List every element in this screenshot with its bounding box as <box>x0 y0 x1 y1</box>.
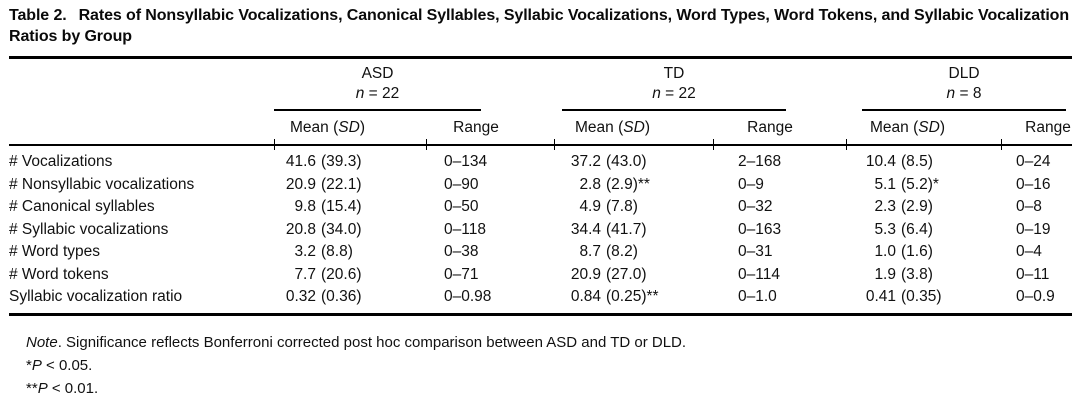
column-header-spacer <box>9 111 274 146</box>
column-header-td-mean: Mean (SD) <box>553 111 713 150</box>
row-label: # Word tokens <box>9 265 109 283</box>
group-name-dld: DLD <box>948 65 980 82</box>
cell-dld-range: 0–11 <box>1016 265 1050 283</box>
cell-td-mean: 2.8 (2.9)** <box>579 175 650 193</box>
cell-dld-mean: 10.4 (8.5) <box>865 153 933 170</box>
cell-td-mean: 34.4 (41.7) <box>570 220 647 238</box>
column-header-asd-mean: Mean (SD) <box>273 111 426 150</box>
cell-dld-range: 0–4 <box>1016 243 1042 260</box>
row-label: # Vocalizations <box>9 153 113 170</box>
column-header-dld-range: Range <box>1000 111 1073 150</box>
cell-dld-mean: 5.1 (5.2)* <box>874 175 939 193</box>
table-number: Table 2. <box>9 7 67 24</box>
cell-dld-mean: 1.0 (1.6) <box>874 243 933 260</box>
cell-dld-range: 0–19 <box>1016 220 1051 238</box>
cell-asd-range: 0–71 <box>444 265 479 283</box>
group-name-td: TD <box>663 65 685 82</box>
table-row: # Word tokens 7.7 (20.6) 0–71 20.9 (27.0) … <box>9 264 1072 287</box>
table-notes: Note. Significance reflects Bonferroni c… <box>9 331 1072 400</box>
cell-td-mean: 8.7 (8.2) <box>579 243 638 260</box>
cell-asd-range: 0–0.98 <box>426 286 554 316</box>
group-header-spacer <box>9 58 274 112</box>
cell-td-range: 0–32 <box>738 198 773 215</box>
cell-dld-mean: 5.3 (6.4) <box>874 220 933 238</box>
cell-dld-range: 0–24 <box>1016 153 1051 170</box>
cell-td-range: 0–31 <box>738 243 773 260</box>
cell-dld-range: 0–8 <box>1016 198 1042 215</box>
cell-td-range: 2–168 <box>738 153 782 170</box>
cell-asd-range: 0–134 <box>444 153 488 170</box>
table-title: Table 2. Rates of Nonsyllabic Vocalizatio… <box>9 5 1072 47</box>
note-line: Note. Significance reflects Bonferroni c… <box>26 334 687 351</box>
table-row: # Word types 3.2 (8.8) 0–38 8.7 (8.2) 0–31… <box>9 241 1072 264</box>
cell-asd-range: 0–118 <box>444 220 486 238</box>
table-row: # Nonsyllabic vocalizations 20.9 (22.1) 0… <box>9 174 1072 197</box>
row-label: # Canonical syllables <box>9 198 155 215</box>
footnote-p05: *P < 0.05. <box>26 357 93 374</box>
cell-td-range: 0–1.0 <box>713 286 846 316</box>
group-n-dld: n = 8 <box>946 85 982 102</box>
group-header-td: TD n = 22 <box>554 58 846 111</box>
column-header-dld-mean: Mean (SD) <box>845 111 1001 150</box>
cell-dld-range: 0–0.9 <box>1001 286 1073 316</box>
table-caption: Rates of Nonsyllabic Vocalizations, Cano… <box>9 7 1070 45</box>
group-n-td: n = 22 <box>652 85 696 102</box>
cell-asd-mean: 9.8 (15.4) <box>294 198 362 215</box>
cell-td-mean: 20.9 (27.0) <box>570 265 647 283</box>
group-header-dld: DLD n = 8 <box>846 58 1072 111</box>
table-row: Syllabic vocalization ratio 0.32 (0.36) 0… <box>9 286 1073 316</box>
row-label: # Syllabic vocalizations <box>9 220 169 238</box>
row-label: # Word types <box>9 243 101 260</box>
row-label: # Nonsyllabic vocalizations <box>9 175 195 193</box>
cell-asd-mean: 20.9 (22.1) <box>285 175 362 193</box>
cell-td-range: 0–163 <box>738 220 782 238</box>
column-header-td-range: Range <box>712 111 846 150</box>
cell-asd-mean: 20.8 (34.0) <box>285 220 362 238</box>
cell-td-mean: 4.9 (7.8) <box>579 198 638 215</box>
group-name-asd: ASD <box>361 65 394 82</box>
row-label: Syllabic vocalization ratio <box>9 286 274 316</box>
column-header-row: Mean (SD) Range Mean (SD) Range Mean (SD… <box>9 111 1073 150</box>
cell-td-mean: 37.2 (43.0) <box>570 153 647 170</box>
cell-asd-mean: 7.7 (20.6) <box>294 265 362 283</box>
cell-asd-mean: 41.6 (39.3) <box>285 153 362 170</box>
footnote-p01: **P < 0.01. <box>26 380 99 397</box>
group-header-asd: ASD n = 22 <box>274 58 554 111</box>
cell-asd-range: 0–50 <box>444 198 479 215</box>
cell-asd-range: 0–90 <box>444 175 479 193</box>
cell-asd-mean: 0.32 (0.36) <box>274 286 426 316</box>
cell-asd-range: 0–38 <box>444 243 479 260</box>
cell-dld-range: 0–16 <box>1016 175 1051 193</box>
data-table: ASD n = 22 TD n = 22 DLD n = 8 <box>9 56 1073 316</box>
group-n-asd: n = 22 <box>355 85 400 102</box>
cell-td-range: 0–9 <box>738 175 764 193</box>
table-row: # Syllabic vocalizations 20.8 (34.0) 0–11… <box>9 219 1072 242</box>
group-header-row: ASD n = 22 TD n = 22 DLD n = 8 <box>9 58 1072 112</box>
cell-asd-mean: 3.2 (8.8) <box>294 243 353 260</box>
table-row: # Vocalizations 41.6 (39.3) 0–134 37.2 (43… <box>9 145 1072 174</box>
table-row: # Canonical syllables 9.8 (15.4) 0–50 4.9… <box>9 196 1072 219</box>
cell-dld-mean: 0.41 (0.35) <box>846 286 1001 316</box>
cell-dld-mean: 2.3 (2.9) <box>874 198 933 215</box>
cell-dld-mean: 1.9 (3.8) <box>874 265 933 283</box>
cell-td-mean: 0.84 (0.25)** <box>554 286 713 316</box>
column-header-asd-range: Range <box>425 111 554 150</box>
cell-td-range: 0–114 <box>738 265 780 283</box>
